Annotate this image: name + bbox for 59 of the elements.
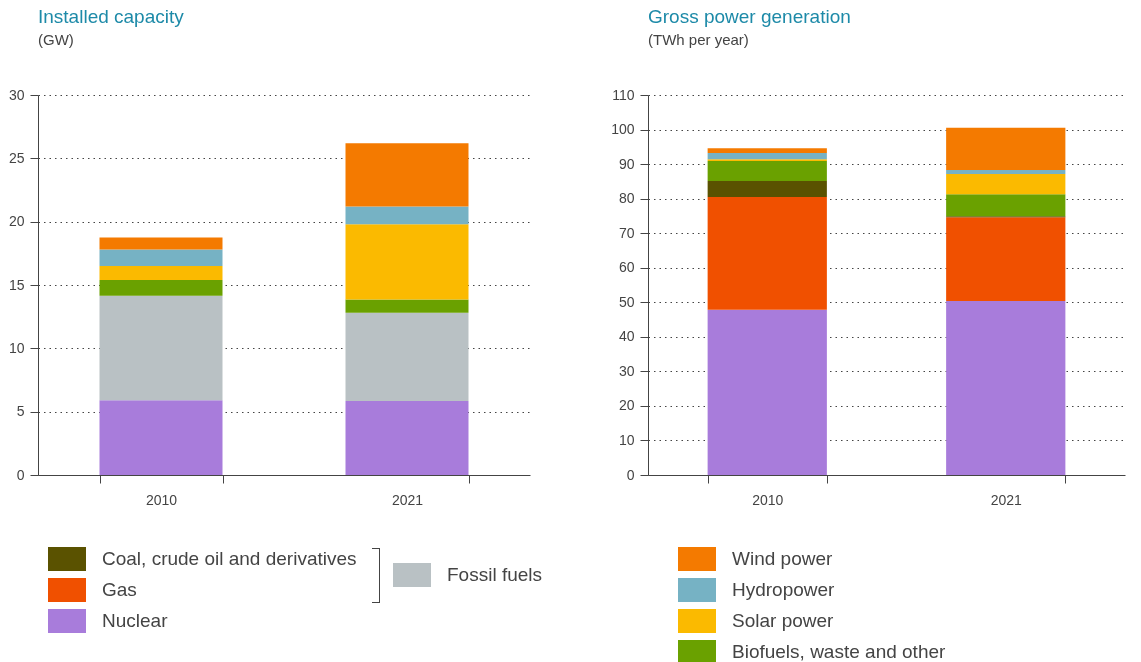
bar xyxy=(345,312,469,401)
y-tick-label: 110 xyxy=(612,86,635,103)
bar xyxy=(345,143,469,207)
legend-label: Solar power xyxy=(731,609,834,633)
chart-title: Installed capacity xyxy=(38,6,185,27)
y-tick-label: 10 xyxy=(618,431,635,448)
legend-label: Fossil fuels xyxy=(446,563,543,587)
y-tick-label: 5 xyxy=(16,403,25,420)
legend-label: Biofuels, waste and other xyxy=(731,640,946,662)
legend-label: Wind power xyxy=(731,547,833,571)
y-tick-label: 40 xyxy=(618,328,635,345)
y-tick-label: 25 xyxy=(8,149,25,166)
y-tick-label: 10 xyxy=(8,339,25,356)
x-tick-label: 2021 xyxy=(990,491,1023,508)
bar xyxy=(946,169,1066,175)
y-tick-label: 20 xyxy=(8,213,25,230)
bar xyxy=(707,160,827,182)
bar xyxy=(946,194,1066,217)
bar xyxy=(946,127,1066,170)
x-tick-label: 2021 xyxy=(391,491,424,508)
legend-label: Gas xyxy=(101,578,137,602)
legend-label: Hydropower xyxy=(731,578,835,602)
bar xyxy=(99,266,223,280)
x-tick-label: 2010 xyxy=(145,491,178,508)
bar xyxy=(707,148,827,154)
y-tick-label: 50 xyxy=(618,293,635,310)
bar xyxy=(99,400,223,475)
chart-title: Gross power generation xyxy=(648,6,851,27)
bar xyxy=(99,295,223,401)
y-tick-label: 30 xyxy=(8,86,25,103)
chart-subtitle: (GW) xyxy=(38,31,74,48)
x-tick-label: 2010 xyxy=(752,491,784,508)
bar xyxy=(707,309,827,475)
y-tick-label: 80 xyxy=(618,190,635,207)
bar xyxy=(946,217,1066,301)
y-tick-label: 0 xyxy=(16,466,25,483)
bar xyxy=(946,174,1066,195)
y-tick-label: 30 xyxy=(618,362,635,379)
bar xyxy=(345,206,469,225)
bar xyxy=(99,249,223,266)
bar xyxy=(345,299,469,313)
y-tick-label: 100 xyxy=(611,121,635,138)
y-tick-label: 70 xyxy=(618,224,635,241)
bar xyxy=(707,153,827,160)
bar xyxy=(345,224,469,300)
legend-label: Nuclear xyxy=(101,609,168,633)
y-tick-label: 15 xyxy=(8,276,25,293)
y-tick-label: 20 xyxy=(618,397,635,414)
y-tick-label: 0 xyxy=(626,466,635,483)
bar xyxy=(946,300,1066,475)
bar xyxy=(99,237,223,250)
legend-label: Coal, crude oil and derivatives xyxy=(101,547,357,571)
bar xyxy=(99,279,223,296)
bar xyxy=(707,181,827,197)
chart-subtitle: (TWh per year) xyxy=(648,31,749,48)
y-tick-label: 60 xyxy=(618,259,635,276)
bar xyxy=(707,196,827,310)
y-tick-label: 90 xyxy=(618,155,635,172)
bar xyxy=(345,400,469,475)
